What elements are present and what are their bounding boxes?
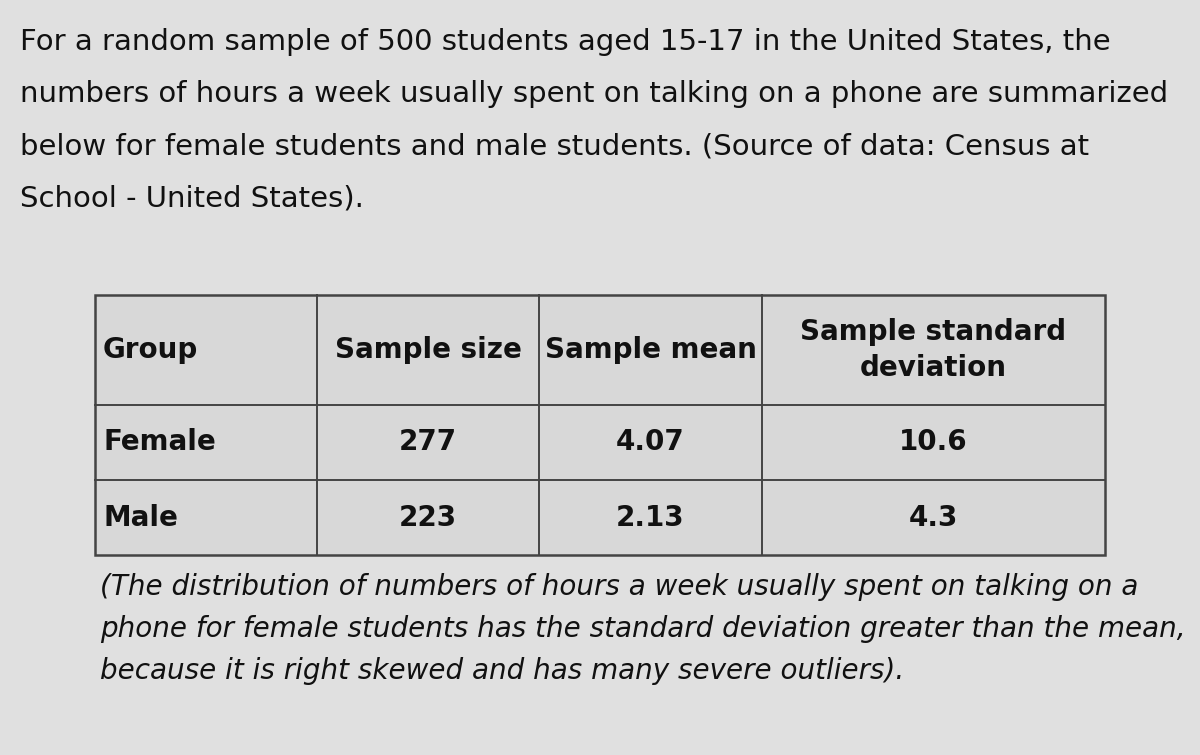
Text: Male: Male [103,504,178,532]
Text: 2.13: 2.13 [616,504,685,532]
Text: (The distribution of numbers of hours a week usually spent on talking on a: (The distribution of numbers of hours a … [100,573,1139,601]
Text: below for female students and male students. (Source of data: Census at: below for female students and male stude… [20,132,1090,160]
Text: Female: Female [103,429,216,457]
Text: numbers of hours a week usually spent on talking on a phone are summarized: numbers of hours a week usually spent on… [20,80,1168,108]
Text: Sample mean: Sample mean [545,336,756,364]
Bar [95,295,1105,555]
Text: For a random sample of 500 students aged 15-17 in the United States, the: For a random sample of 500 students aged… [20,28,1111,56]
Text: School - United States).: School - United States). [20,184,364,212]
Text: Sample size: Sample size [335,336,522,364]
Text: phone for female students has the standard deviation greater than the mean,: phone for female students has the standa… [100,615,1186,643]
Text: 4.07: 4.07 [616,429,685,457]
Text: Sample standard
deviation: Sample standard deviation [800,318,1067,382]
Text: 4.3: 4.3 [908,504,958,532]
Text: 10.6: 10.6 [899,429,967,457]
Text: 223: 223 [400,504,457,532]
Text: because it is right skewed and has many severe outliers).: because it is right skewed and has many … [100,657,905,685]
Text: 277: 277 [400,429,457,457]
Text: Group: Group [103,336,198,364]
